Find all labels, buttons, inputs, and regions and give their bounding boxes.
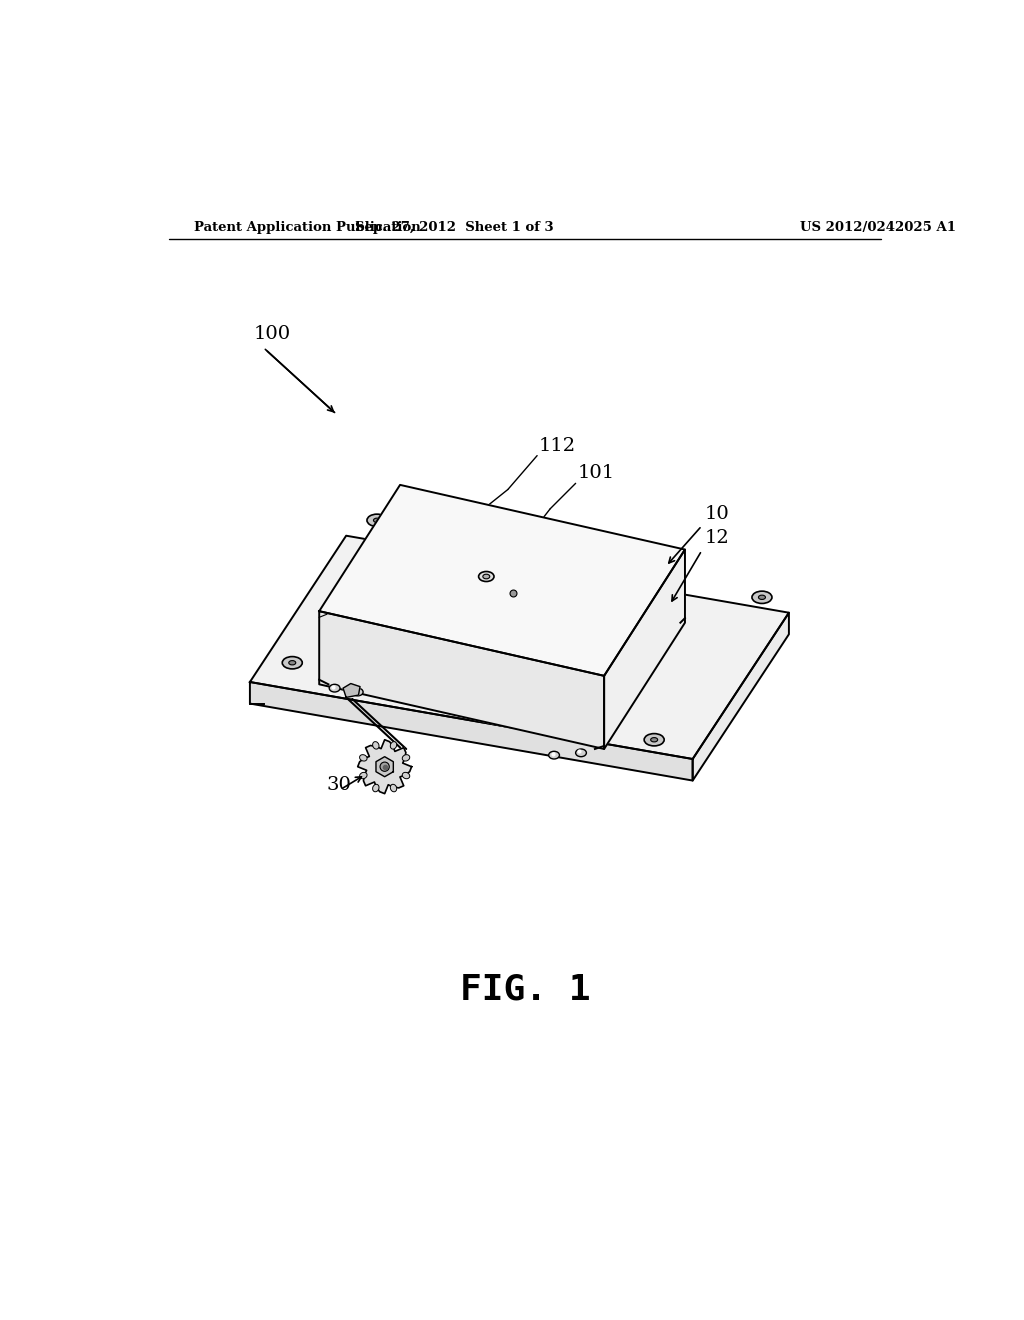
- Ellipse shape: [283, 656, 302, 669]
- Text: 30: 30: [327, 776, 352, 793]
- Polygon shape: [357, 739, 412, 793]
- Text: 10: 10: [705, 504, 729, 523]
- Text: Patent Application Publication: Patent Application Publication: [194, 222, 421, 234]
- Polygon shape: [376, 756, 393, 776]
- Ellipse shape: [759, 595, 766, 599]
- Polygon shape: [604, 549, 685, 748]
- Text: FIG. 1: FIG. 1: [460, 973, 590, 1007]
- Text: 101: 101: [578, 463, 614, 482]
- Ellipse shape: [575, 748, 587, 756]
- Ellipse shape: [373, 784, 379, 792]
- Ellipse shape: [650, 738, 657, 742]
- Ellipse shape: [374, 519, 381, 523]
- Ellipse shape: [359, 772, 367, 779]
- Ellipse shape: [373, 742, 379, 750]
- Polygon shape: [343, 684, 360, 697]
- Ellipse shape: [402, 772, 410, 779]
- Text: 100: 100: [254, 325, 291, 343]
- Ellipse shape: [549, 751, 559, 759]
- Text: US 2012/0242025 A1: US 2012/0242025 A1: [801, 222, 956, 234]
- Text: 12: 12: [705, 529, 729, 548]
- Ellipse shape: [330, 684, 340, 692]
- Ellipse shape: [483, 574, 489, 578]
- Ellipse shape: [352, 688, 364, 696]
- Ellipse shape: [402, 755, 410, 762]
- Ellipse shape: [289, 660, 296, 665]
- Ellipse shape: [644, 734, 665, 746]
- Text: 112: 112: [539, 437, 575, 455]
- Polygon shape: [319, 611, 604, 748]
- Polygon shape: [250, 682, 692, 780]
- Ellipse shape: [752, 591, 772, 603]
- Circle shape: [380, 762, 389, 771]
- Ellipse shape: [390, 742, 396, 750]
- Ellipse shape: [359, 755, 367, 762]
- Ellipse shape: [367, 515, 387, 527]
- Polygon shape: [319, 484, 685, 676]
- Polygon shape: [692, 612, 788, 780]
- Ellipse shape: [390, 784, 396, 792]
- Text: Sep. 27, 2012  Sheet 1 of 3: Sep. 27, 2012 Sheet 1 of 3: [354, 222, 553, 234]
- Ellipse shape: [478, 572, 494, 582]
- Polygon shape: [250, 536, 788, 759]
